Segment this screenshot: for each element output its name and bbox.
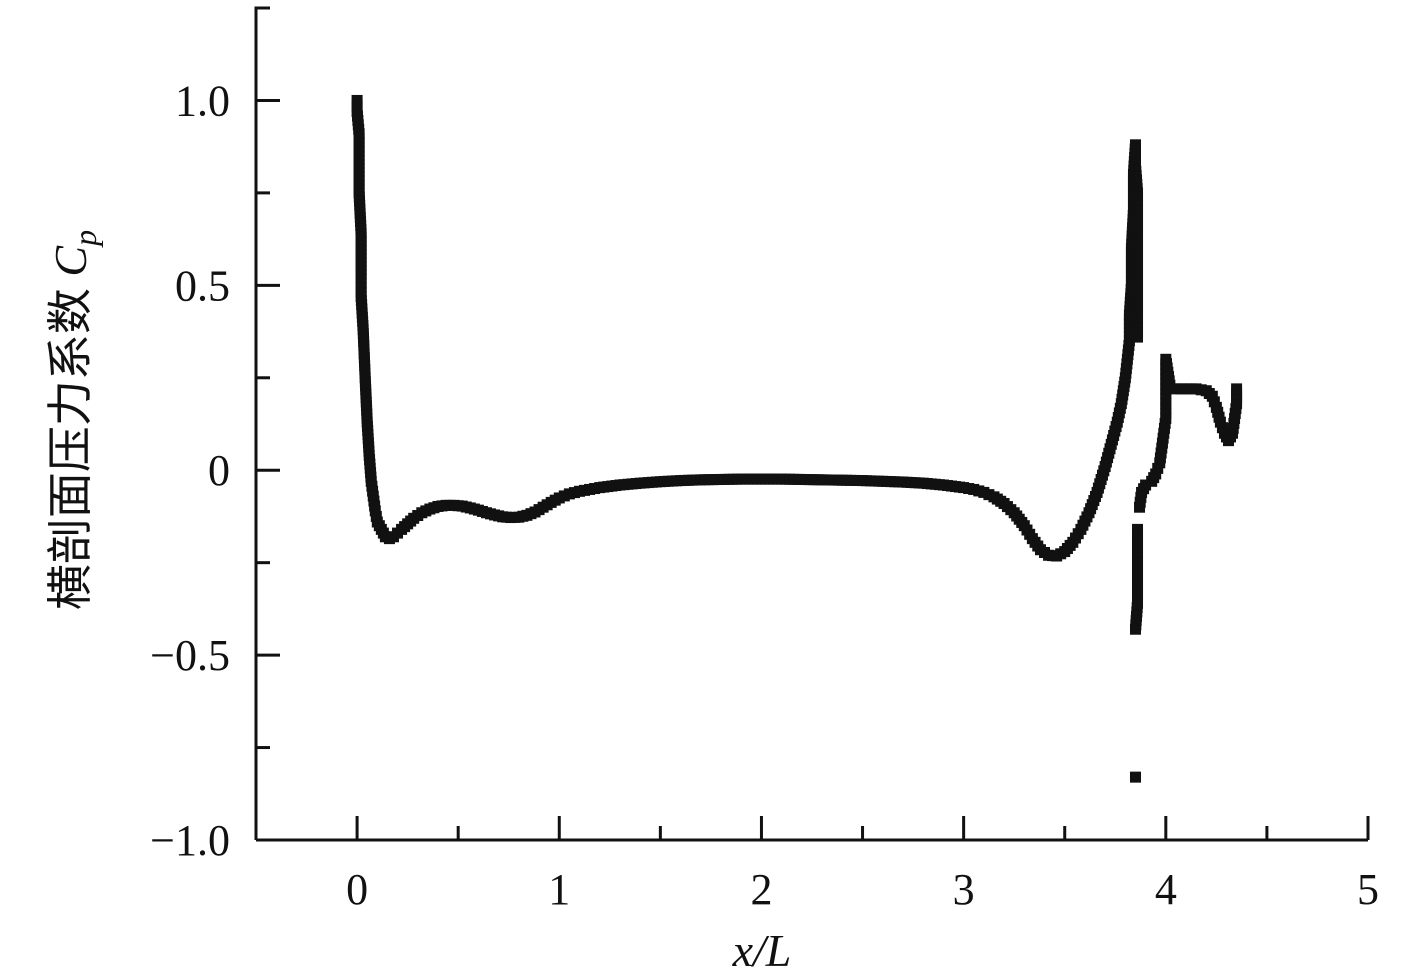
- x-tick-label: 0: [346, 865, 368, 914]
- y-tick-label: 1.0: [175, 76, 230, 125]
- x-tick-label: 2: [750, 865, 772, 914]
- data-point: [1152, 462, 1164, 474]
- tick-labels: 0 1 2 3 4 5 −1.0 −0.5 0 0.5 1.0: [150, 76, 1379, 914]
- data-point: [351, 94, 363, 106]
- data-point: [1164, 379, 1176, 391]
- y-tick-label: −0.5: [150, 631, 230, 680]
- x-tick-label: 4: [1155, 865, 1177, 914]
- data-point: [1216, 422, 1228, 434]
- data-point: [1129, 623, 1141, 635]
- y-axis-line: [254, 6, 270, 840]
- data-point: [1206, 390, 1218, 402]
- data-point: [1140, 479, 1152, 491]
- y-axis-title-subscript: p: [67, 230, 103, 248]
- data-points: [351, 94, 1243, 783]
- y-axis-title: 横剖面压力系数 Cp: [45, 230, 103, 610]
- x-axis-title: x/L: [732, 925, 792, 976]
- y-axis-title-text: 横剖面压力系数: [45, 277, 96, 611]
- x-tick-label: 3: [953, 865, 975, 914]
- data-point: [1231, 383, 1243, 395]
- y-tick-label: 0.5: [175, 261, 230, 310]
- x-tick-label: 1: [548, 865, 570, 914]
- y-tick-label: −1.0: [150, 816, 230, 865]
- data-point: [351, 100, 363, 112]
- data-point: [1129, 771, 1141, 783]
- data-point: [1132, 331, 1144, 343]
- data-point: [369, 505, 381, 517]
- ticks: [254, 98, 1370, 842]
- data-point: [1208, 396, 1220, 408]
- data-point: [1150, 468, 1162, 480]
- x-tick-label: 5: [1357, 865, 1379, 914]
- data-point: [1214, 416, 1226, 428]
- y-tick-label: 0: [208, 446, 230, 495]
- y-axis-title-symbol: C: [45, 245, 96, 277]
- data-point: [370, 510, 382, 522]
- axes: [254, 6, 1368, 842]
